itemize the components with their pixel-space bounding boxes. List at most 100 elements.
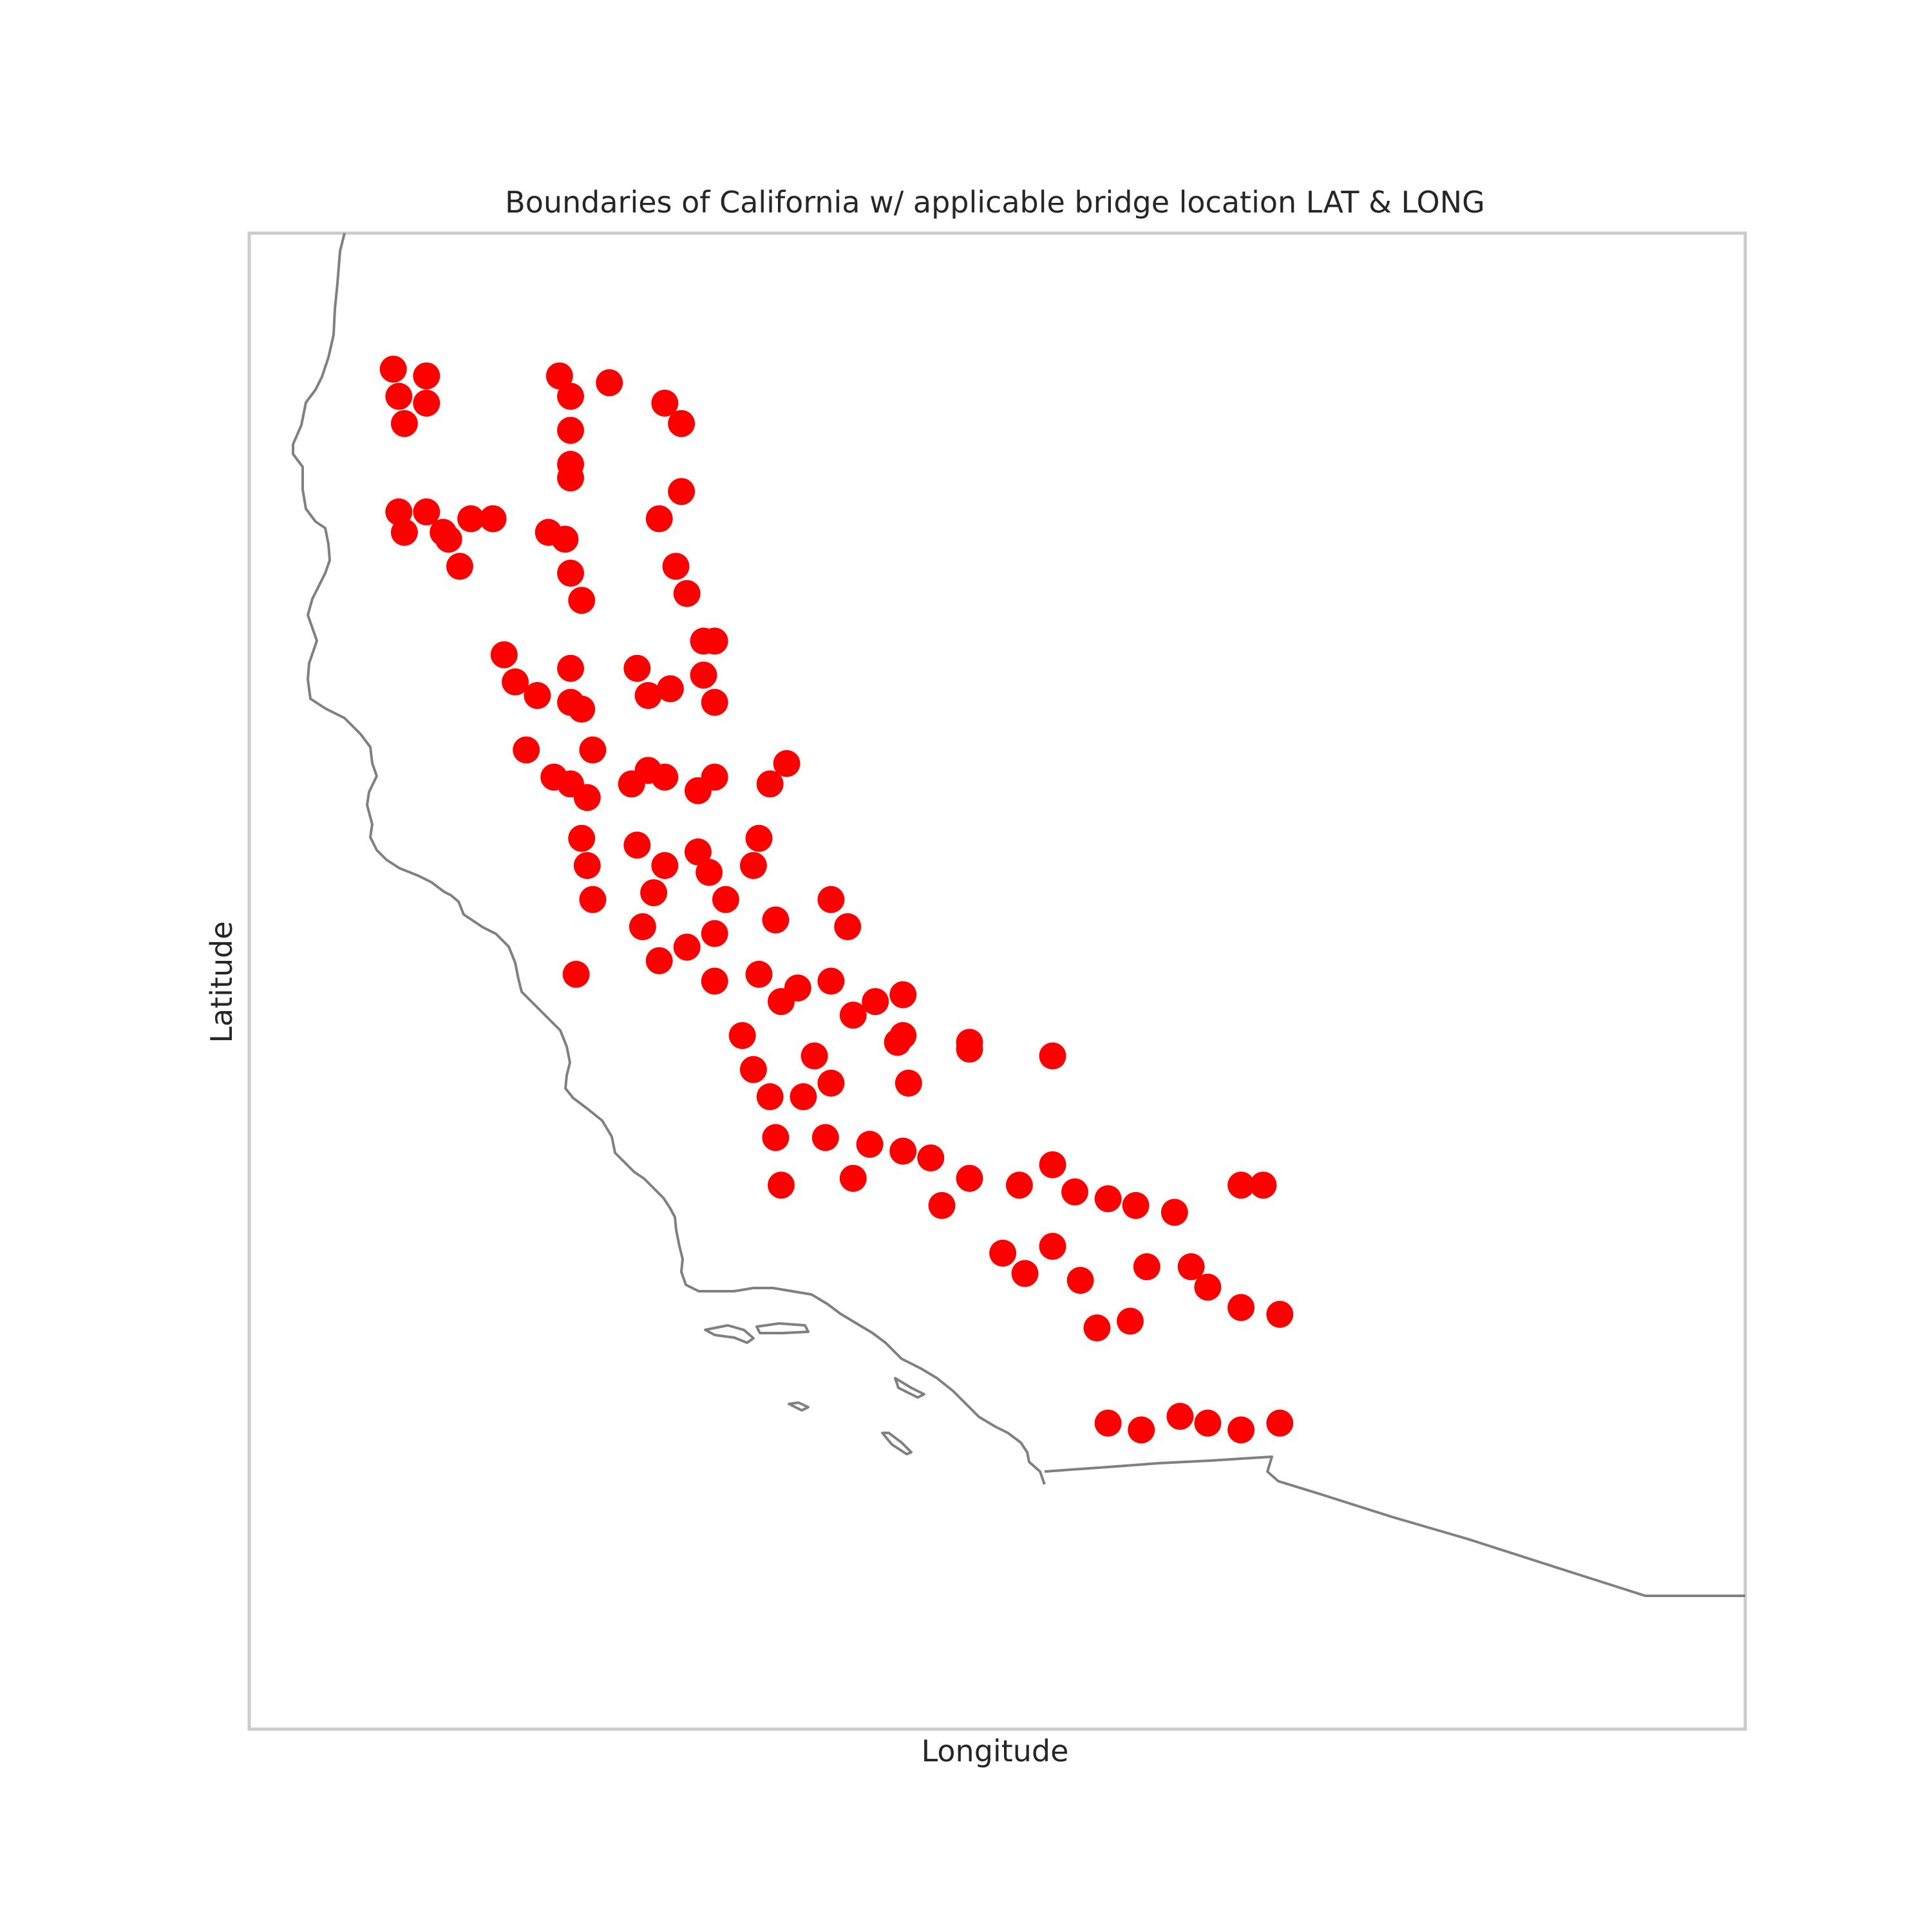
plot-area — [247, 231, 1747, 1731]
map-boundaries — [292, 232, 1745, 1597]
bridge-point — [1227, 1171, 1255, 1199]
bridge-point — [1227, 1294, 1255, 1321]
bridge-point — [390, 410, 418, 437]
bridge-point — [645, 505, 673, 533]
bridge-point — [684, 838, 712, 866]
bridge-point — [651, 852, 679, 879]
bridge-point — [917, 1144, 945, 1171]
bridge-point — [956, 1164, 983, 1192]
island-santa-rosa — [755, 1322, 810, 1334]
bridge-point — [817, 967, 845, 995]
bridge-point — [579, 886, 607, 913]
bridge-point — [596, 369, 623, 397]
bridge-point — [413, 362, 440, 390]
bridge-point — [390, 518, 418, 546]
bridge-point — [479, 505, 507, 533]
bridge-point — [928, 1191, 956, 1219]
bridge-point — [889, 1022, 917, 1049]
bridge-point — [762, 1124, 790, 1151]
bridge-point — [862, 988, 889, 1016]
bridge-point — [568, 824, 596, 852]
bridge-point — [839, 1164, 867, 1192]
island-san-clemente — [881, 1432, 913, 1455]
bridge-point — [656, 675, 684, 703]
bridge-point — [856, 1130, 884, 1158]
bridge-point — [568, 696, 596, 723]
bridge-point — [811, 1124, 839, 1151]
bridge-point — [739, 1056, 767, 1083]
bridge-point — [756, 770, 784, 798]
bridge-point — [634, 682, 662, 709]
bridge-point — [889, 981, 917, 1009]
bridge-point — [834, 913, 862, 940]
bridge-point — [773, 750, 800, 777]
bridge-point — [784, 974, 811, 1002]
bridge-point — [956, 1036, 983, 1063]
bridge-point — [623, 654, 651, 682]
bridge-point — [557, 464, 584, 492]
bridge-point — [1061, 1178, 1088, 1206]
bridge-point — [762, 906, 790, 934]
bridge-point — [701, 967, 728, 995]
bridge-point — [696, 858, 723, 886]
bridge-point — [1094, 1185, 1122, 1213]
bridge-point — [989, 1239, 1017, 1267]
bridge-point — [817, 886, 845, 913]
bridge-point — [756, 1083, 784, 1110]
bridge-point — [768, 1171, 795, 1199]
bridge-point — [457, 505, 485, 533]
bridge-point — [701, 688, 728, 716]
chart-title: Boundaries of California w/ applicable b… — [505, 185, 1485, 220]
bridge-point — [1128, 1416, 1155, 1444]
bridge-point — [640, 879, 668, 907]
california-coastline — [292, 232, 1046, 1485]
bridge-point — [551, 526, 579, 553]
bridge-point — [662, 553, 690, 580]
bridge-point — [739, 852, 767, 879]
bridge-point — [629, 913, 656, 940]
bridge-point — [651, 390, 679, 417]
bridge-point — [623, 831, 651, 859]
bridge-point — [1083, 1314, 1111, 1341]
bridge-point — [1039, 1151, 1066, 1179]
bridge-point — [651, 763, 679, 791]
bridge-point — [673, 580, 701, 607]
bridge-point — [579, 736, 607, 764]
bridge-point — [895, 1069, 922, 1097]
bridge-point — [1166, 1403, 1194, 1430]
bridge-point — [1094, 1409, 1122, 1437]
bridge-point — [557, 417, 584, 444]
bridge-point — [379, 355, 407, 383]
bridge-point — [701, 627, 728, 655]
bridge-point — [502, 668, 529, 696]
bridge-point — [1266, 1409, 1294, 1437]
bridge-point — [745, 960, 773, 988]
island-santa-cruz — [704, 1324, 755, 1344]
y-axis-label: Latitude — [204, 921, 239, 1043]
bridge-point — [1005, 1171, 1033, 1199]
bridge-point — [1122, 1191, 1150, 1219]
bridge-point — [490, 641, 518, 668]
bridge-point — [1133, 1253, 1160, 1280]
bridge-point — [701, 920, 728, 947]
bridge-point — [562, 960, 590, 988]
bridge-point — [728, 1022, 756, 1049]
bridge-point — [1227, 1416, 1255, 1444]
bridge-point — [1066, 1267, 1094, 1294]
bridge-point — [568, 587, 596, 614]
bridge-point — [557, 383, 584, 410]
plot-frame — [247, 231, 1747, 1731]
bridge-point — [668, 478, 696, 506]
bridge-point — [573, 784, 601, 811]
bridge-point — [385, 498, 413, 526]
bridge-point — [889, 1137, 917, 1165]
bridge-point — [668, 410, 696, 437]
bridge-point — [1177, 1253, 1205, 1280]
bridge-point — [1194, 1409, 1222, 1437]
bridge-point — [1249, 1171, 1277, 1199]
bridge-point — [430, 518, 457, 546]
bridge-point — [790, 1083, 817, 1110]
bridge-point — [524, 682, 551, 709]
bridge-point — [413, 498, 440, 526]
bridge-point — [513, 736, 540, 764]
